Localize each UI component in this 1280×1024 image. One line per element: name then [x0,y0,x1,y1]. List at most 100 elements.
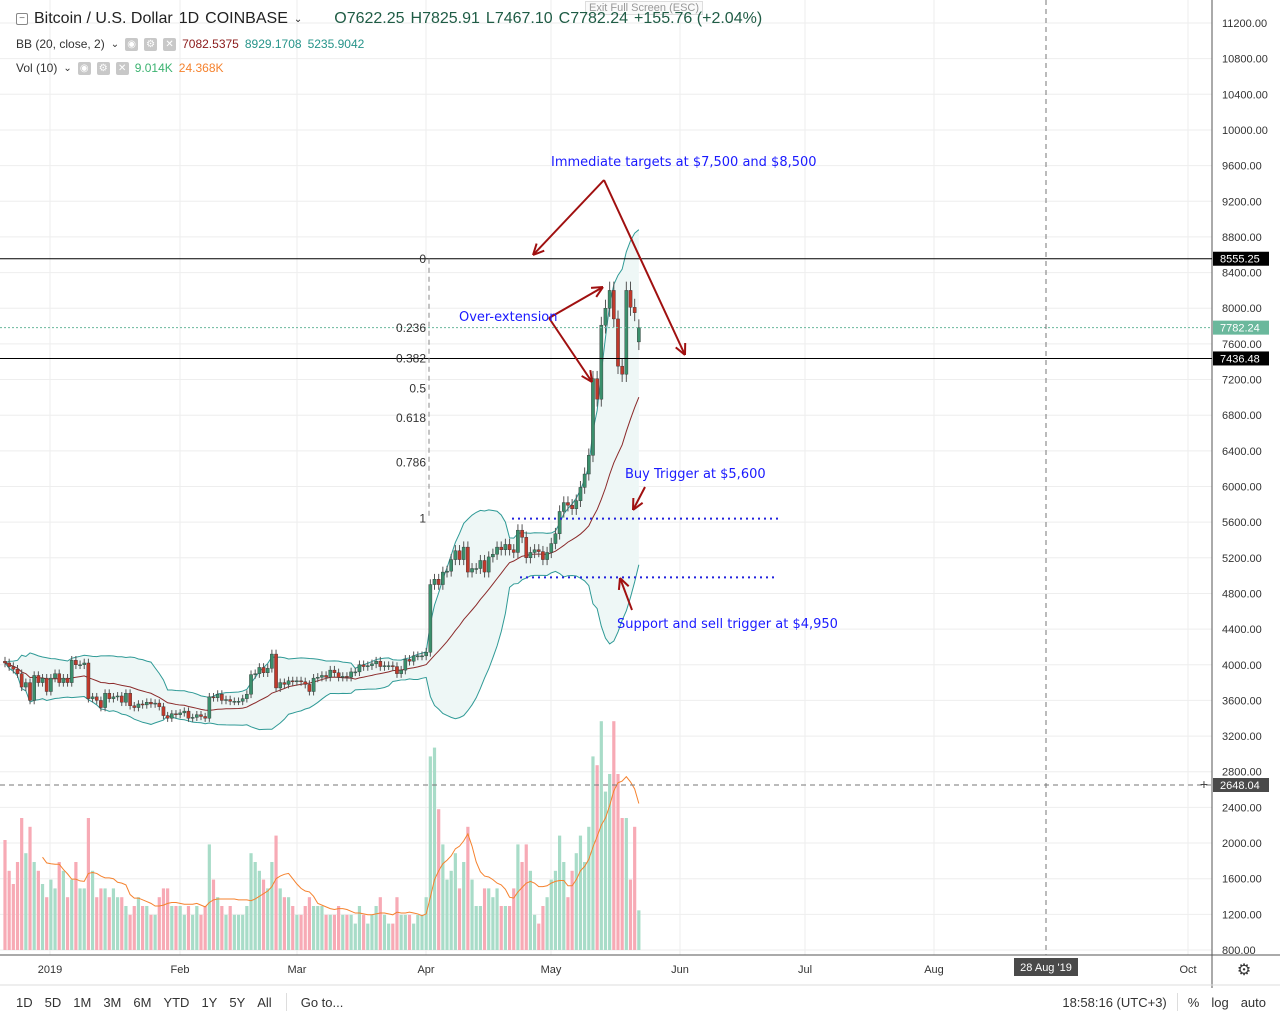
close-icon[interactable]: ✕ [115,61,129,75]
volume-bar [70,879,74,950]
y-tick-label: 2400.00 [1222,802,1262,814]
volume-bar [291,906,295,950]
collapse-icon[interactable]: − [16,13,28,25]
candle-body [278,682,283,689]
range-ytd[interactable]: YTD [163,994,190,1010]
gear-icon[interactable]: ⚙ [144,37,158,51]
range-all[interactable]: All [257,994,272,1010]
candle-body [470,568,474,573]
candle-body [99,700,103,708]
candle-body [632,307,637,313]
volume-bar [349,914,353,950]
candle-body [411,655,416,662]
candle-body [215,693,220,698]
volume-bar [462,862,466,950]
candle-body [382,665,387,667]
range-3m[interactable]: 3M [103,994,122,1010]
volume-bar [36,870,40,950]
volume-bar [562,862,566,950]
fib-level-label: 1 [419,512,426,526]
candle-body [174,713,178,715]
clock-timezone[interactable]: 18:58:16 (UTC+3) [1062,994,1167,1010]
candle-body [407,659,412,662]
volume-bar [457,888,462,950]
eye-icon[interactable]: ◉ [125,37,139,51]
volume-bar [324,914,328,950]
candle-body [557,511,562,534]
arrow-head [532,243,538,256]
gear-icon[interactable]: ⚙ [96,61,110,75]
candle-body [353,671,358,674]
chevron-down-icon[interactable]: ⌄ [293,13,303,25]
ohlc-open: O7622.25 [334,10,405,27]
arrow-line [532,179,605,256]
volume-bar [487,888,491,950]
volume-bar [628,879,633,950]
volume-bar [157,897,161,950]
interval[interactable]: 1D [178,10,200,27]
volume-bar [432,747,437,950]
bb-label[interactable]: BB (20, close, 2) [16,37,105,51]
symbol-name[interactable]: Bitcoin / U.S. Dollar [34,10,173,27]
volume-bar [257,870,261,950]
volume-bar [115,897,120,950]
bollinger-upper [4,229,640,699]
volume-bar [570,870,574,950]
candle-body [336,672,341,678]
volume-bar [374,906,378,950]
vol-ma-value: 24.368K [178,61,224,75]
candle-body [299,680,303,683]
range-5d[interactable]: 5D [44,994,62,1010]
volume-bar [270,862,274,950]
fib-level-label: 0.786 [396,455,426,469]
candle-body [420,655,424,658]
candle-body [311,677,316,692]
candle-body [132,705,137,708]
volume-bar [170,906,174,950]
volume-bar [45,897,49,950]
x-tick-label: Jul [798,964,812,976]
goto-button[interactable]: Go to... [300,994,344,1010]
volume-bar [437,809,441,950]
percent-toggle[interactable]: % [1187,994,1200,1010]
candle-body [94,696,99,701]
close-icon[interactable]: ✕ [163,37,177,51]
price-chart[interactable]: 11200.0010800.0010400.0010000.009600.009… [0,0,1280,988]
candle-body [140,703,145,706]
volume-bar [474,906,478,950]
candle-body [82,662,87,665]
volume-bar [282,897,286,950]
candle-body [270,653,274,669]
chevron-down-icon[interactable]: ⌄ [110,38,120,50]
candle-body [578,487,583,501]
range-1m[interactable]: 1M [73,994,92,1010]
volume-bar [95,897,99,950]
range-5y[interactable]: 5Y [229,994,246,1010]
candle-body [595,378,599,400]
eye-icon[interactable]: ◉ [77,61,91,75]
candle-body [224,699,228,701]
candle-body [178,712,182,715]
candle-body [478,560,483,569]
candle-body [236,701,241,703]
candle-body [36,675,41,683]
candle-body [624,290,629,375]
candle-body [445,570,449,573]
auto-toggle[interactable]: auto [1240,994,1266,1010]
volume-bar [166,888,170,950]
exchange[interactable]: COINBASE [205,10,288,27]
settings-gear-icon[interactable]: ⚙ [1237,962,1251,979]
candle-body [57,673,62,683]
candle-body [11,666,16,670]
log-toggle[interactable]: log [1211,994,1229,1010]
vol-label[interactable]: Vol (10) [16,61,58,75]
range-1y[interactable]: 1Y [201,994,218,1010]
volume-bar [403,914,407,950]
candle-body [391,665,395,667]
candle-body [499,546,504,550]
candle-body [290,680,295,683]
arrow-head [619,577,630,588]
chevron-down-icon[interactable]: ⌄ [63,62,72,74]
range-1d[interactable]: 1D [16,994,33,1010]
range-6m[interactable]: 6M [133,994,152,1010]
